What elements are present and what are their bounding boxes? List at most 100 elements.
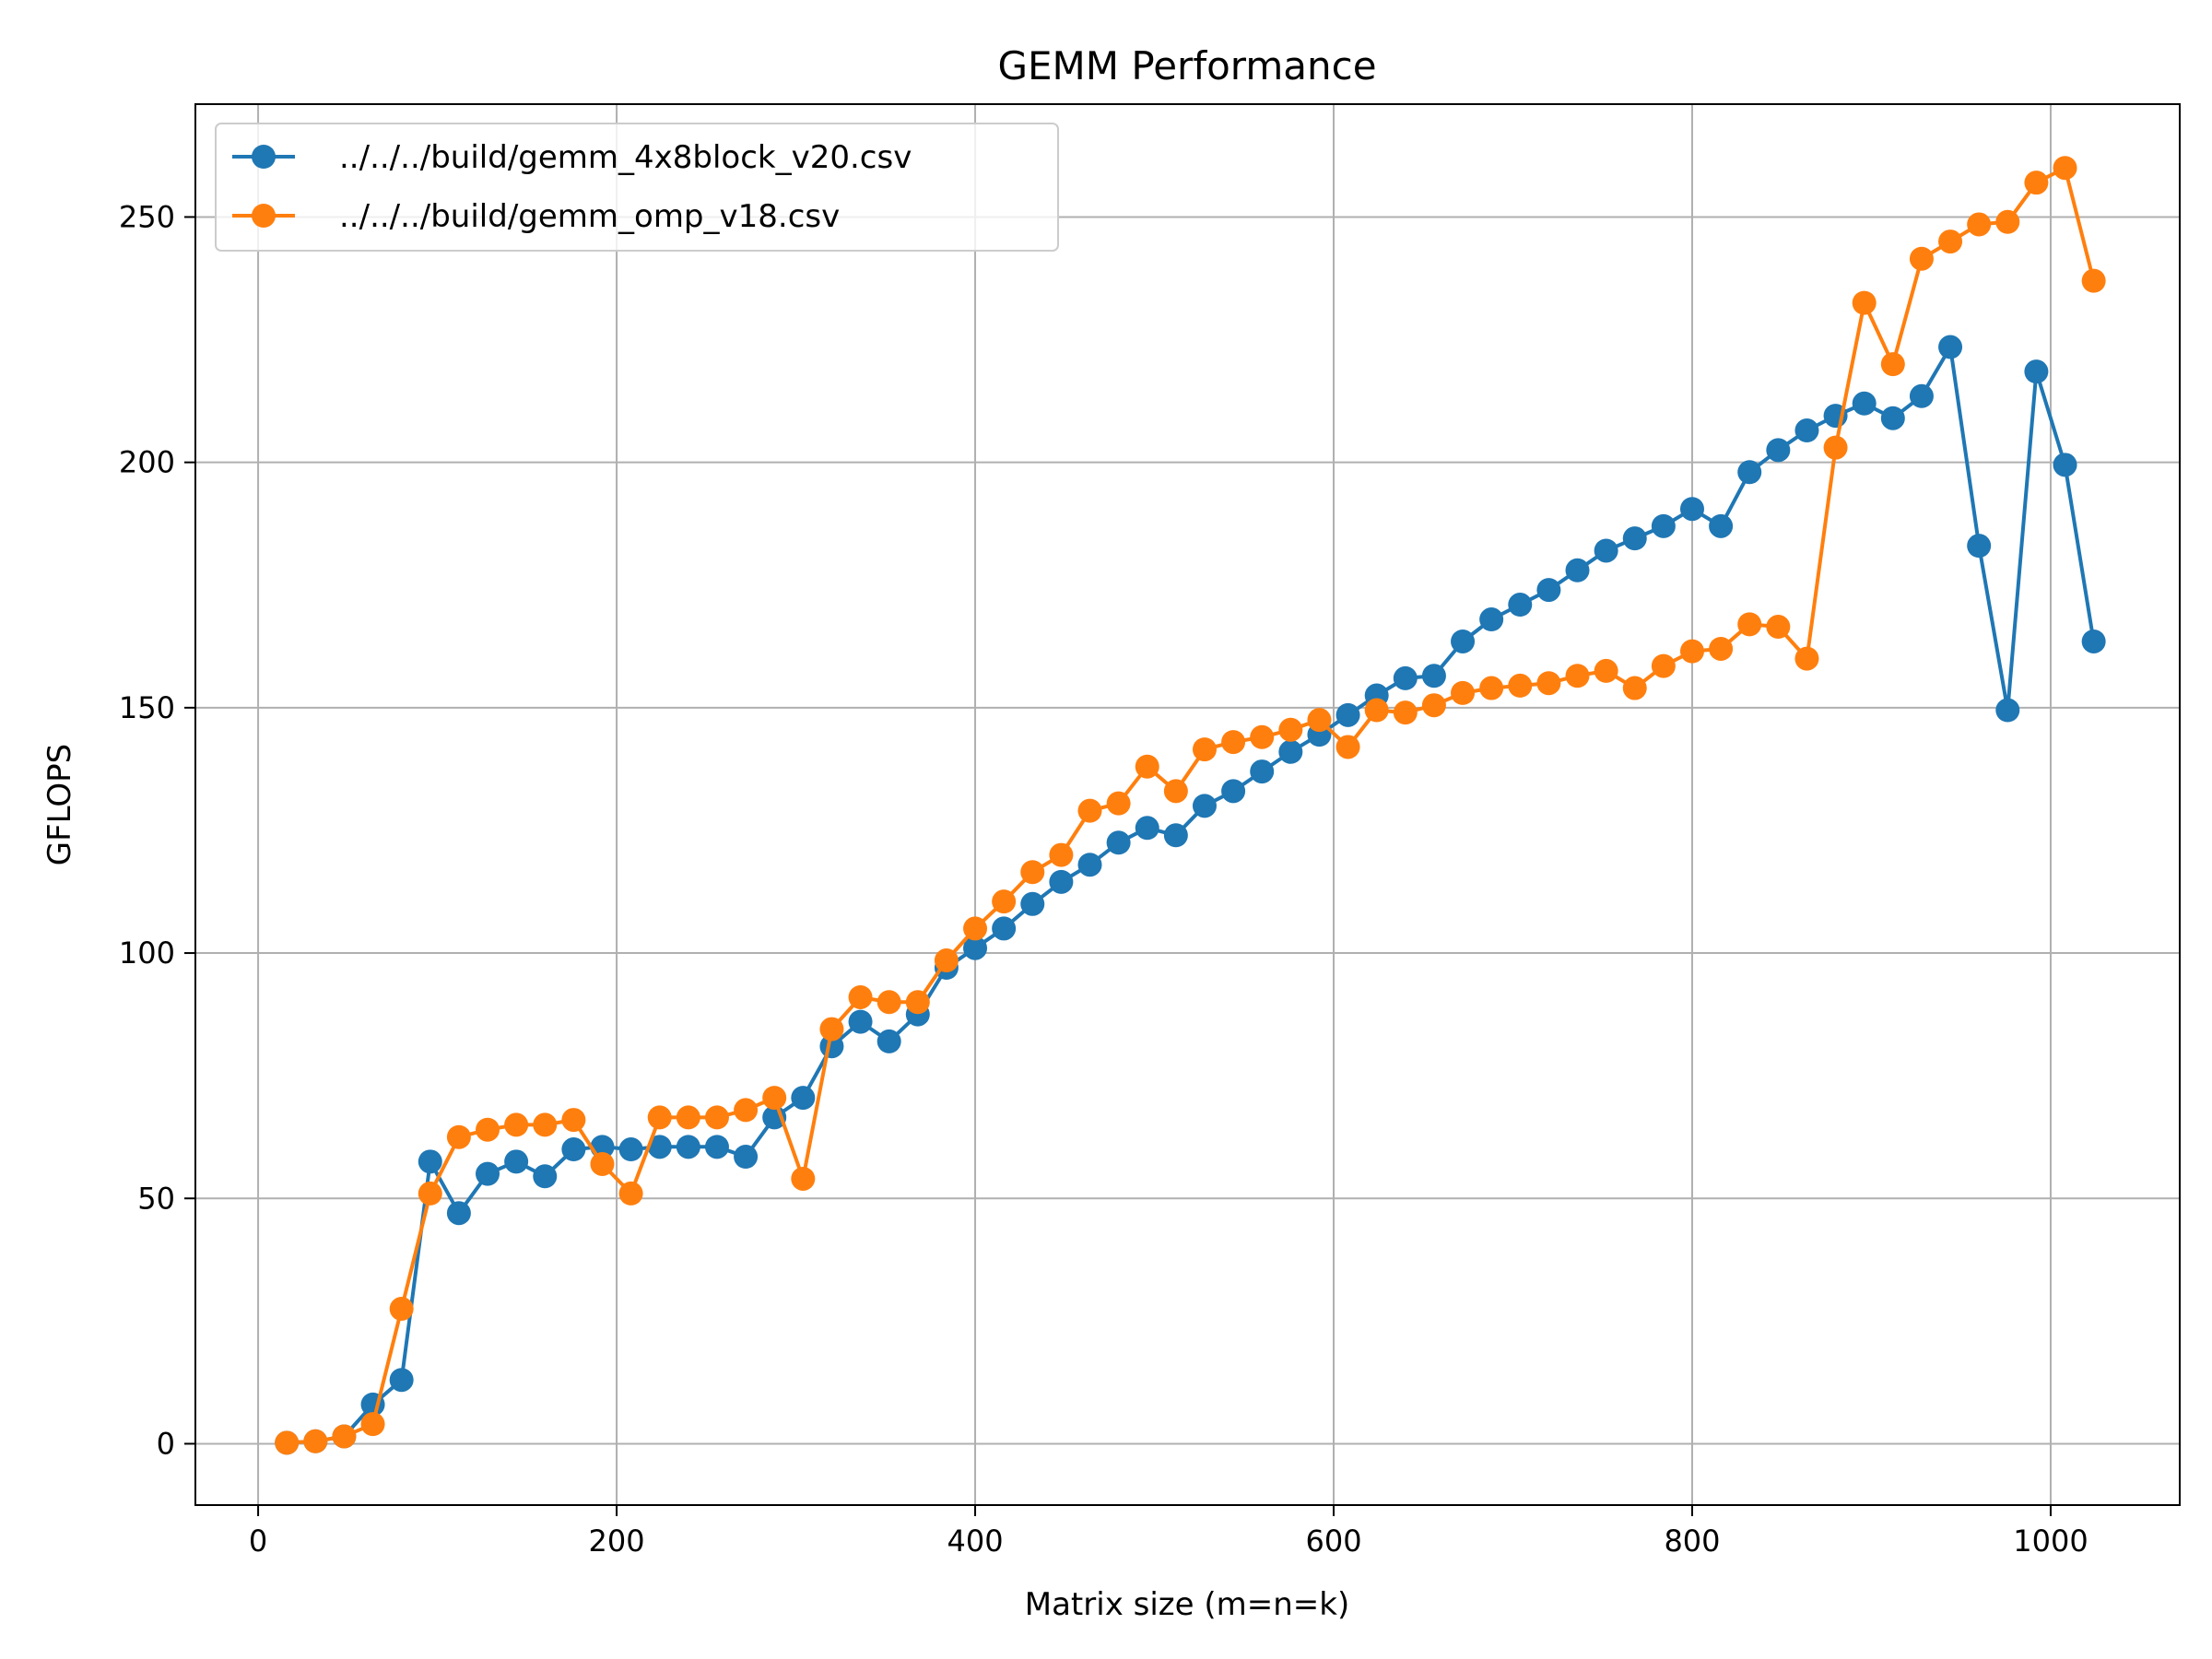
series-1-point [2024, 359, 2049, 384]
series-2-point [1967, 212, 1992, 237]
series-2-point [476, 1117, 500, 1142]
y-tick-label: 0 [157, 1426, 175, 1461]
series-1-point [1106, 830, 1131, 855]
series-2-point [1364, 698, 1389, 723]
series-2-point [2081, 268, 2106, 293]
series-2-point [1651, 653, 1676, 678]
series-2-point [877, 990, 901, 1015]
series-2-point [1536, 671, 1561, 696]
series-1-point [1852, 391, 1877, 416]
series-2-point [1565, 664, 1590, 688]
series-1-point [389, 1368, 414, 1393]
legend-marker-2 [252, 204, 276, 228]
series-2-point [1508, 673, 1533, 698]
series-2-point [303, 1429, 328, 1453]
series-1-point [1163, 823, 1188, 848]
legend-label-1: ../../../build/gemm_4x8block_v20.csv [339, 139, 912, 176]
series-2-point [819, 1017, 844, 1041]
y-axis-label: GFLOPS [41, 744, 78, 865]
series-2-point [734, 1098, 759, 1123]
series-1-point [877, 1029, 901, 1053]
x-tick-label: 0 [249, 1524, 267, 1559]
series-2-point [1794, 646, 1819, 671]
series-1-point [1421, 664, 1446, 688]
series-2-point [1049, 842, 1074, 867]
series-1-point [704, 1135, 729, 1159]
series-1-point [1995, 698, 2020, 723]
x-tick-label: 400 [947, 1524, 1003, 1559]
series-1-point [2053, 453, 2077, 477]
series-1-point [504, 1149, 529, 1174]
series-1-point [992, 916, 1017, 941]
series-1-point [1508, 593, 1533, 618]
series-2-point [1823, 435, 1848, 460]
series-1-point [1278, 739, 1303, 764]
series-2-point [1221, 730, 1246, 755]
series-1-point [734, 1144, 759, 1169]
series-2-point [762, 1086, 787, 1111]
legend-label-2: ../../../build/gemm_omp_v18.csv [339, 198, 840, 235]
x-tick-label: 800 [1664, 1524, 1720, 1559]
series-2-point [934, 948, 959, 973]
chart-title: GEMM Performance [997, 43, 1376, 88]
series-1 [275, 335, 2106, 1455]
series-2-point [389, 1297, 414, 1322]
series-1-point [1393, 665, 1418, 690]
series-1-point [1909, 383, 1934, 408]
series-1-point [1335, 702, 1360, 727]
series-1-point [1679, 497, 1704, 522]
series-1-line [287, 345, 2096, 1445]
series-2-line [287, 166, 2096, 1445]
series-1-point [1651, 513, 1676, 538]
series-1-point [1766, 438, 1791, 463]
series-2-point [1077, 798, 1102, 823]
series-1-point [1077, 853, 1102, 877]
series-1-point [1221, 779, 1246, 804]
series-2-point [848, 984, 873, 1009]
series-2-point [446, 1124, 471, 1149]
series-1-point [1967, 534, 1992, 559]
series-2-point [1335, 735, 1360, 759]
series-1-point [1192, 794, 1217, 818]
series-1-point [1880, 406, 1905, 430]
series-2-point [1594, 658, 1618, 683]
y-tick-label: 200 [119, 445, 175, 480]
series-2-point [1766, 615, 1791, 640]
x-axis: 0 200 400 600 800 1000 [249, 1505, 2088, 1559]
series-2-point [1451, 680, 1476, 705]
y-tick-label: 150 [119, 690, 175, 725]
series-2-point [590, 1151, 615, 1176]
series-2-point [275, 1430, 300, 1455]
series-1-point [791, 1086, 816, 1111]
series-2-point [1995, 209, 2020, 234]
x-tick-label: 200 [589, 1524, 645, 1559]
x-tick-label: 1000 [2013, 1524, 2088, 1559]
series-1-point [848, 1009, 873, 1034]
series-1-point [1479, 607, 1504, 632]
series-2-point [1709, 636, 1734, 661]
series-2-point [2024, 171, 2049, 195]
series-1-point [1794, 418, 1819, 443]
series-2-point [647, 1105, 672, 1130]
series-2-point [1909, 246, 1934, 271]
series-2-point [992, 889, 1017, 914]
series-1-point [618, 1137, 643, 1162]
series-2-point [1421, 693, 1446, 718]
series-1-point [1565, 558, 1590, 582]
series-1-point [1938, 335, 1963, 359]
series-1-point [476, 1161, 500, 1186]
series-2-point [1135, 754, 1159, 779]
series-1-point [1709, 513, 1734, 538]
series-1-point [1135, 816, 1159, 841]
series-2-point [418, 1181, 442, 1206]
series-2-point [332, 1424, 357, 1449]
x-tick-label: 600 [1305, 1524, 1361, 1559]
series-2-point [561, 1108, 586, 1133]
series-2-point [1737, 612, 1762, 637]
y-axis: 0 50 100 150 200 250 [119, 199, 195, 1461]
series-1-point [418, 1149, 442, 1174]
legend-box [215, 123, 1059, 252]
series-2-point [618, 1181, 643, 1206]
series-1-point [446, 1201, 471, 1226]
series-2-point [1938, 229, 1963, 254]
